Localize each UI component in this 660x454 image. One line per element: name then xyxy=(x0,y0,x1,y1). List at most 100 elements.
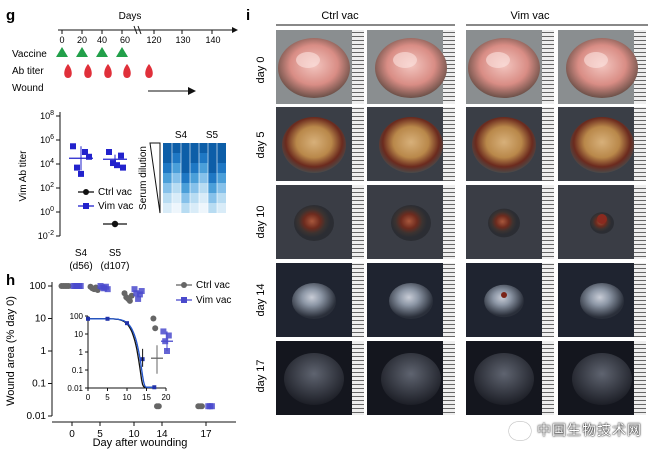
photo-ruler xyxy=(352,107,364,181)
inset-x-tick-label: 15 xyxy=(142,393,151,402)
panel-g-letter: g xyxy=(6,7,15,24)
heatmap-cell xyxy=(163,163,172,173)
wound-point-vim xyxy=(165,332,172,339)
titer-point-vim xyxy=(78,170,84,177)
timeline-row-label: Wound xyxy=(12,83,44,94)
serum-dilution-heatmap: S4 S5 Serum dilution xyxy=(138,130,226,214)
heatmap-cell xyxy=(181,193,190,203)
wound-legend-marker xyxy=(181,297,187,303)
wound-area xyxy=(472,117,536,173)
wound-highlight xyxy=(584,52,608,68)
inset-x-tick-label: 20 xyxy=(162,393,171,402)
heatmap-cell xyxy=(199,143,208,153)
wound-point-ctrl xyxy=(155,403,162,410)
wound-legend-marker xyxy=(181,282,187,288)
heatmap-cell xyxy=(217,173,226,183)
heatmap-cell xyxy=(172,183,181,193)
wound-y-tick-label: 10 xyxy=(35,314,47,325)
heatmap-cell xyxy=(208,173,217,183)
wound-point-vim xyxy=(77,283,84,289)
photo-ruler xyxy=(352,341,364,415)
timeline-tick-label: 0 xyxy=(59,35,64,45)
photo-row-label: day 17 xyxy=(255,359,267,392)
heatmap-cell xyxy=(217,203,226,213)
inset-curve-vim xyxy=(88,318,154,388)
titer-legend-marker xyxy=(83,189,89,195)
titer-point-vim xyxy=(118,152,124,159)
photo-ruler xyxy=(352,30,364,104)
wound-area xyxy=(379,117,443,173)
timeline-tick-label: 60 xyxy=(120,35,130,45)
heatmap-column-label: S4 xyxy=(175,130,188,141)
heatmap-cell xyxy=(190,183,199,193)
wound-area xyxy=(375,38,447,98)
wound-x-tick-label: 5 xyxy=(97,429,103,440)
wound-area xyxy=(572,353,632,405)
photo-ruler xyxy=(542,185,554,259)
titer-point-vim xyxy=(114,162,120,169)
titer-x-tick-label: S4 xyxy=(75,248,88,259)
photo-ruler xyxy=(443,341,455,415)
wound-legend-label: Ctrl vac xyxy=(196,280,230,291)
photo-row-label: day 5 xyxy=(255,132,267,159)
photo-ruler xyxy=(443,107,455,181)
heatmap-cell xyxy=(190,203,199,213)
wound-area xyxy=(282,117,346,173)
wound-y-tick-label: 0.1 xyxy=(32,379,46,390)
heatmap-cell xyxy=(190,173,199,183)
vaccine-triangle xyxy=(76,47,88,57)
inset-y-tick-label: 1 xyxy=(79,348,84,357)
heatmap-cell xyxy=(217,193,226,203)
titer-drop xyxy=(64,64,72,78)
vaccine-triangle xyxy=(96,47,108,57)
titer-point-vim xyxy=(74,164,80,171)
timeline-tick-label: 140 xyxy=(205,35,220,45)
wound-point-vim xyxy=(135,295,142,302)
photo-ruler xyxy=(542,263,554,337)
wound-area xyxy=(474,353,534,405)
wound-scab xyxy=(597,214,607,224)
timeline-tick-label: 40 xyxy=(97,35,107,45)
wound-area xyxy=(391,205,431,241)
wound-arrow-head xyxy=(188,87,196,95)
inset-point xyxy=(125,321,129,326)
titer-point-vim xyxy=(82,149,88,155)
wound-highlight xyxy=(296,52,320,68)
titer-drop xyxy=(84,64,92,78)
heatmap-cell xyxy=(172,143,181,153)
dilution-triangle xyxy=(149,142,161,214)
wound-point-vim xyxy=(133,290,140,297)
inset-y-tick-label: 10 xyxy=(74,330,83,339)
wound-point-ctrl xyxy=(198,403,205,410)
panel-i-letter: i xyxy=(246,7,250,24)
heatmap-cell xyxy=(181,203,190,213)
heatmap-cell xyxy=(163,183,172,193)
heatmap-column-label: S5 xyxy=(206,130,219,141)
wound-point-vim xyxy=(136,291,143,298)
wound-point-vim xyxy=(104,286,111,293)
titer-y-tick-label: 104 xyxy=(40,158,54,169)
photo-row-label: day 0 xyxy=(255,57,267,84)
heatmap-cell xyxy=(199,193,208,203)
heatmap-cell xyxy=(217,183,226,193)
titer-drop xyxy=(104,64,112,78)
wound-point-ctrl xyxy=(65,283,72,289)
wound-area xyxy=(284,353,344,405)
heatmap-cell xyxy=(199,203,208,213)
timeline-row-label: Ab titer xyxy=(12,66,44,77)
titer-y-tick-label: 10-2 xyxy=(38,230,54,241)
photo-ruler xyxy=(352,185,364,259)
heatmap-cell xyxy=(172,193,181,203)
timeline-break-mark xyxy=(133,25,138,35)
timeline-axis-label: Days xyxy=(119,11,142,22)
watermark: 中国生物技术网 xyxy=(509,420,642,440)
vim-ab-titer-chart: 10-2 100 102 104 106 108 Vim Ab titer S4 (d56) S5… xyxy=(18,110,133,272)
heatmap-cell xyxy=(181,163,190,173)
photo-ruler xyxy=(634,185,646,259)
inset-x-tick-label: 0 xyxy=(86,393,91,402)
heatmap-cell xyxy=(163,173,172,183)
heatmap-cell xyxy=(172,153,181,163)
wound-highlight xyxy=(486,52,510,68)
